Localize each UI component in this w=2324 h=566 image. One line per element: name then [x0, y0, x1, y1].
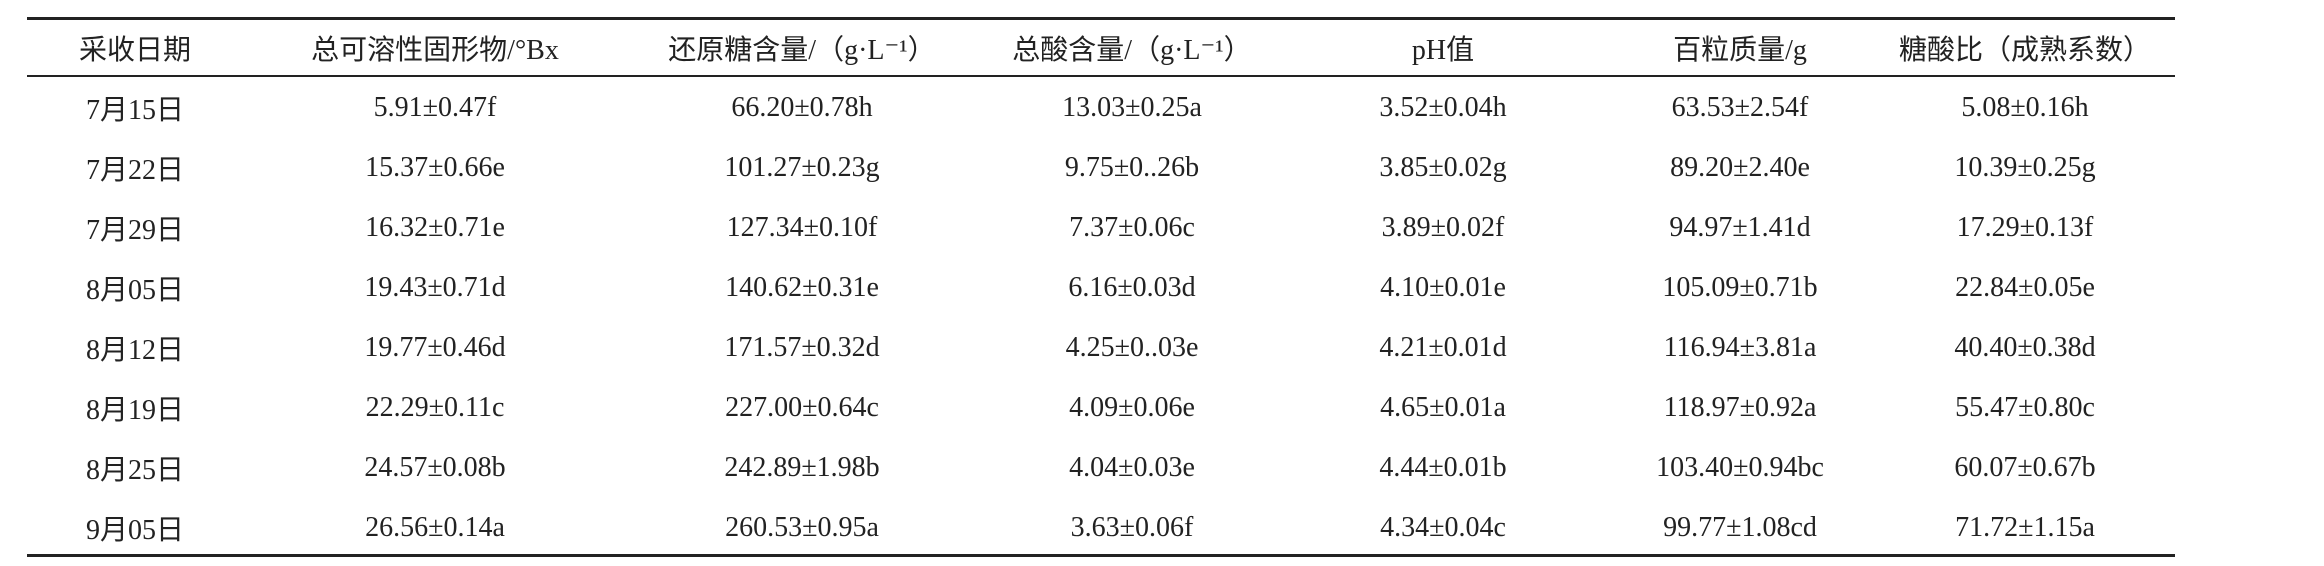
top-rule: [27, 17, 2175, 20]
table-cell: 8月25日: [85, 455, 185, 486]
table-cell: 9月05日: [85, 515, 185, 546]
table-cell: 22.29±0.11c: [365, 392, 505, 423]
table-cell: 71.72±1.15a: [1955, 512, 2095, 543]
table-cell: 171.57±0.32d: [724, 332, 880, 363]
table-cell: 4.21±0.01d: [1379, 332, 1507, 363]
table-cell: 4.09±0.06e: [1069, 392, 1195, 423]
table-cell: 101.27±0.23g: [724, 152, 880, 183]
table-cell: 60.07±0.67b: [1954, 452, 2096, 483]
table-cell: 4.04±0.03e: [1069, 452, 1195, 483]
table-cell: 4.25±0..03e: [1065, 332, 1199, 363]
table-cell: 8月05日: [85, 275, 185, 306]
header-cell: 总酸含量/（g·L⁻¹）: [1012, 35, 1252, 66]
table-cell: 4.44±0.01b: [1379, 452, 1507, 483]
table-cell: 103.40±0.94bc: [1656, 452, 1824, 483]
header-cell: pH值: [1411, 35, 1475, 66]
table-cell: 5.91±0.47f: [373, 92, 497, 123]
table-cell: 5.08±0.16h: [1961, 92, 2089, 123]
table-cell: 7月15日: [85, 95, 185, 126]
table-cell: 7.37±0.06c: [1069, 212, 1195, 243]
table-cell: 24.57±0.08b: [364, 452, 506, 483]
table-cell: 3.89±0.02f: [1381, 212, 1505, 243]
table-cell: 3.52±0.04h: [1379, 92, 1507, 123]
header-cell: 采收日期: [78, 35, 192, 66]
table-cell: 4.10±0.01e: [1380, 272, 1506, 303]
table-cell: 19.43±0.71d: [364, 272, 506, 303]
header-rule: [27, 75, 2175, 77]
table-cell: 118.97±0.92a: [1663, 392, 1817, 423]
table-cell: 16.32±0.71e: [365, 212, 505, 243]
table-cell: 7月22日: [85, 155, 185, 186]
bottom-rule: [27, 554, 2175, 557]
table-cell: 3.63±0.06f: [1070, 512, 1194, 543]
table-cell: 17.29±0.13f: [1956, 212, 2094, 243]
table-cell: 99.77±1.08cd: [1663, 512, 1817, 543]
table-cell: 19.77±0.46d: [364, 332, 506, 363]
table-cell: 8月12日: [85, 335, 185, 366]
table-cell: 10.39±0.25g: [1954, 152, 2096, 183]
table-cell: 140.62±0.31e: [725, 272, 879, 303]
table-cell: 26.56±0.14a: [365, 512, 505, 543]
table-cell: 260.53±0.95a: [725, 512, 879, 543]
table-cell: 94.97±1.41d: [1669, 212, 1811, 243]
table-cell: 89.20±2.40e: [1670, 152, 1810, 183]
table-cell: 40.40±0.38d: [1954, 332, 2096, 363]
table-cell: 127.34±0.10f: [726, 212, 878, 243]
table-cell: 55.47±0.80c: [1955, 392, 2095, 423]
table-cell: 9.75±0..26b: [1064, 152, 1200, 183]
header-cell: 总可溶性固形物/°Bx: [311, 35, 559, 66]
table-cell: 66.20±0.78h: [731, 92, 873, 123]
table-cell: 116.94±3.81a: [1663, 332, 1817, 363]
table-cell: 63.53±2.54f: [1671, 92, 1809, 123]
table-cell: 3.85±0.02g: [1379, 152, 1507, 183]
table-cell: 15.37±0.66e: [365, 152, 505, 183]
table-cell: 227.00±0.64c: [725, 392, 879, 423]
header-cell: 百粒质量/g: [1673, 35, 1807, 66]
header-cell: 还原糖含量/（g·L⁻¹）: [668, 35, 936, 66]
table-cell: 7月29日: [85, 215, 185, 246]
table-cell: 8月19日: [85, 395, 185, 426]
table-cell: 105.09±0.71b: [1662, 272, 1818, 303]
table-cell: 4.34±0.04c: [1380, 512, 1506, 543]
header-cell: 糖酸比（成熟系数）: [1898, 35, 2152, 66]
table-cell: 242.89±1.98b: [724, 452, 880, 483]
table-cell: 13.03±0.25a: [1062, 92, 1202, 123]
table-cell: 22.84±0.05e: [1955, 272, 2095, 303]
table-cell: 4.65±0.01a: [1380, 392, 1506, 423]
table-cell: 6.16±0.03d: [1068, 272, 1196, 303]
